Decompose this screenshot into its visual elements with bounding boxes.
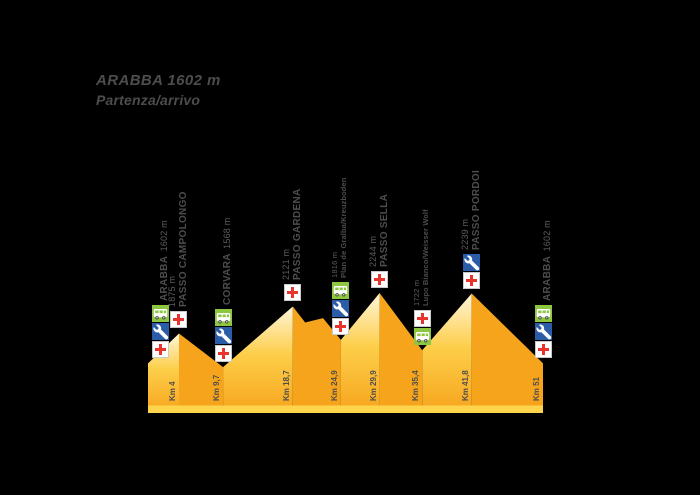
waypoint-label: ARABBA 1602 m (541, 220, 553, 302)
waypoint-label: 1875 m PASSO CAMPOLONGO (166, 191, 189, 308)
km-marker: Km 35,4 (411, 370, 421, 401)
km-marker: Km 9,7 (212, 374, 222, 401)
profile-segment (471, 293, 543, 413)
first-aid-icon (534, 341, 552, 359)
profile-segment (148, 333, 179, 413)
shuttle-bus-icon (332, 281, 350, 299)
profile-segment (379, 293, 423, 413)
bike-service-wrench-icon (534, 323, 552, 341)
km-marker: Km 24,9 (329, 370, 339, 401)
first-aid-icon (170, 311, 188, 329)
profile-segment (292, 306, 341, 413)
km-marker: Km 4 (167, 381, 177, 401)
km-marker: Km 41,8 (460, 370, 470, 401)
shuttle-bus-icon (151, 305, 169, 323)
bike-service-wrench-icon (214, 327, 232, 345)
profile-segment (179, 333, 224, 413)
km-marker: Km 18,7 (281, 370, 291, 401)
waypoint-label: 2239 m PASSO PORDOI (459, 169, 482, 250)
waypoint-label: 1722 m Lupo Bianco/Weisser Wolf (411, 209, 430, 307)
shuttle-bus-icon (534, 305, 552, 323)
km-marker: Km 51 (532, 376, 541, 401)
profile-segment (422, 293, 472, 413)
first-aid-icon (214, 345, 232, 363)
shuttle-bus-icon (214, 309, 232, 327)
bike-service-wrench-icon (463, 253, 481, 271)
waypoint-label: 2121 m PASSO GARDENA (280, 188, 303, 281)
bike-service-wrench-icon (151, 323, 169, 341)
first-aid-icon (371, 270, 389, 288)
base-strip (148, 405, 543, 413)
profile-segment (340, 293, 380, 413)
page-title: ARABBA 1602 m (96, 72, 221, 89)
shuttle-bus-icon (413, 328, 431, 346)
title-block: ARABBA 1602 m Partenza/arrivo (96, 72, 221, 108)
first-aid-icon (284, 284, 302, 302)
waypoint-label: 2244 m PASSO SELLA (367, 193, 390, 267)
waypoint-label: 1816 m Plan de Gralba/Kreuzboden (330, 177, 348, 278)
bike-service-wrench-icon (332, 299, 350, 317)
first-aid-icon (332, 317, 350, 335)
profile-segment (223, 306, 293, 413)
km-marker: Km 29,9 (368, 370, 378, 401)
page-subtitle: Partenza/arrivo (96, 92, 201, 108)
waypoint-label: CORVARA 1568 m (221, 217, 233, 306)
first-aid-icon (151, 341, 169, 359)
first-aid-icon (413, 310, 431, 328)
first-aid-icon (463, 271, 481, 289)
